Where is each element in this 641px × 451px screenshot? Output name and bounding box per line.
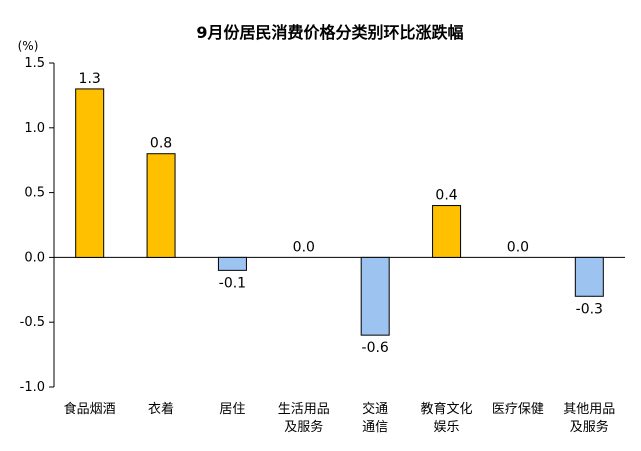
data-label: -0.1 xyxy=(219,275,246,291)
y-tick-label: 1.5 xyxy=(24,56,45,71)
bar xyxy=(75,88,105,258)
data-label: -0.6 xyxy=(362,340,389,356)
y-tick-label: -0.5 xyxy=(20,315,45,330)
y-tick-label: 0.0 xyxy=(24,250,45,265)
y-tick-label: -1.0 xyxy=(20,380,45,395)
data-label: 0.0 xyxy=(293,239,315,255)
bar xyxy=(217,256,247,271)
bar xyxy=(146,153,176,258)
data-label: 1.3 xyxy=(79,71,101,87)
x-tick-label: 居住 xyxy=(219,402,245,417)
y-tick-label: 0.5 xyxy=(24,186,45,201)
x-tick-label: 及服务 xyxy=(570,419,609,435)
x-tick-label: 通信 xyxy=(362,420,388,435)
data-labels: 1.3 0.8 -0.1 0.0 -0.6 0.4 0.0 -0.3 xyxy=(79,71,603,356)
x-tick-label: 交通 xyxy=(362,401,388,417)
bar xyxy=(432,205,462,258)
data-label: 0.8 xyxy=(150,136,172,152)
bars xyxy=(75,88,604,336)
x-tick-label: 衣着 xyxy=(148,401,174,417)
bar xyxy=(574,256,604,297)
x-tick-label: 其他用品 xyxy=(563,402,615,417)
x-tick-label: 教育文化 xyxy=(421,401,473,417)
x-tick-label: 食品烟酒 xyxy=(64,401,116,417)
x-tick-label: 及服务 xyxy=(284,419,323,435)
x-tick-label: 生活用品 xyxy=(278,402,330,417)
y-tick-label: 1.0 xyxy=(24,121,45,136)
y-axis: 1.5 1.0 0.5 0.0 -0.5 -1.0 xyxy=(20,56,625,395)
x-tick-label: 医疗保健 xyxy=(492,402,544,417)
y-axis-unit: (%) xyxy=(18,39,39,53)
chart-title: 9月份居民消费价格分类别环比涨跌幅 xyxy=(196,23,463,42)
bar xyxy=(360,256,390,336)
data-label: 0.4 xyxy=(435,188,457,204)
data-label: -0.3 xyxy=(576,301,603,317)
data-label: 0.0 xyxy=(507,239,529,255)
x-tick-label: 娱乐 xyxy=(434,420,460,435)
